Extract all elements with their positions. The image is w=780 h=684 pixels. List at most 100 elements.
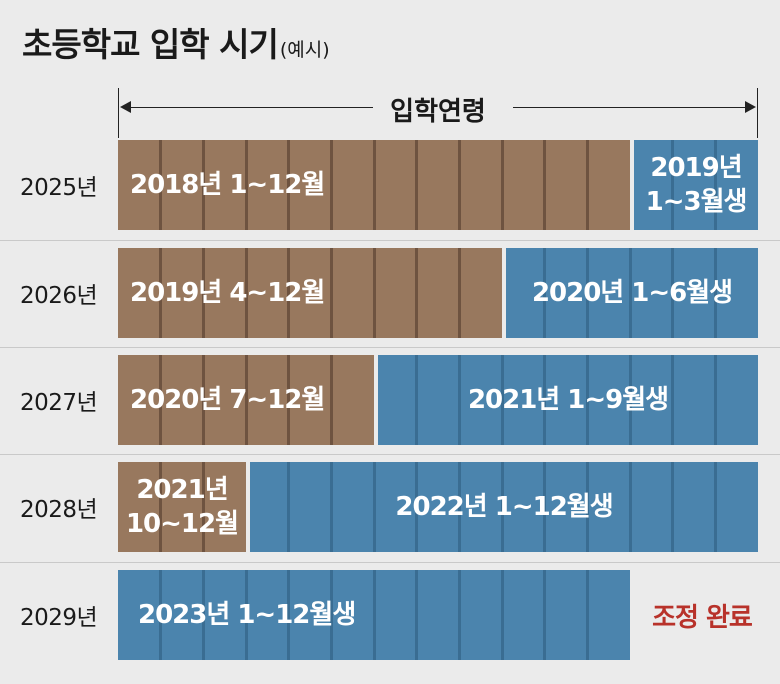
month-divider bbox=[159, 248, 163, 338]
month-divider bbox=[500, 140, 504, 230]
segment-label: 2019년 4~12월 bbox=[130, 278, 325, 308]
month-divider bbox=[500, 462, 504, 552]
axis-label: 입학연령 bbox=[390, 97, 486, 127]
age-axis: 입학연령 bbox=[118, 88, 758, 138]
arrow-left-icon bbox=[120, 101, 131, 113]
remaining-cohort-bar: 2021년 10~12월 bbox=[118, 462, 246, 552]
month-divider bbox=[457, 248, 461, 338]
axis-line-left bbox=[122, 107, 373, 108]
month-divider bbox=[201, 140, 205, 230]
month-divider bbox=[244, 355, 248, 445]
month-divider bbox=[415, 248, 419, 338]
month-divider bbox=[415, 462, 419, 552]
month-divider bbox=[713, 462, 717, 552]
new-cohort-bar: 2021년 1~9월생 bbox=[378, 355, 759, 445]
month-divider bbox=[201, 355, 205, 445]
month-divider bbox=[543, 355, 547, 445]
month-divider bbox=[628, 355, 632, 445]
row-year-label: 2027년 bbox=[20, 390, 98, 416]
month-divider bbox=[329, 355, 333, 445]
month-divider bbox=[372, 140, 376, 230]
month-divider bbox=[329, 570, 333, 660]
month-divider bbox=[372, 462, 376, 552]
row-separator bbox=[0, 454, 780, 455]
segment-label: 2021년 10~12월 bbox=[125, 475, 239, 539]
month-divider bbox=[671, 355, 675, 445]
month-divider bbox=[159, 355, 163, 445]
month-divider bbox=[585, 248, 589, 338]
segment-label: 2023년 1~12월생 bbox=[138, 600, 356, 630]
row-year-label: 2026년 bbox=[20, 283, 98, 309]
month-divider bbox=[244, 248, 248, 338]
remaining-cohort-bar: 2018년 1~12월 bbox=[118, 140, 631, 230]
month-divider bbox=[543, 462, 547, 552]
new-cohort-bar: 2022년 1~12월생 bbox=[250, 462, 759, 552]
month-divider bbox=[457, 462, 461, 552]
row-separator bbox=[0, 240, 780, 241]
month-divider bbox=[585, 570, 589, 660]
axis-line-right bbox=[513, 107, 753, 108]
title-text: 초등학교 입학 시기 bbox=[22, 25, 279, 64]
month-divider bbox=[287, 248, 291, 338]
month-divider bbox=[415, 355, 419, 445]
row-separator bbox=[0, 347, 780, 348]
month-divider bbox=[628, 248, 632, 338]
month-divider bbox=[244, 570, 248, 660]
month-divider bbox=[201, 462, 205, 552]
month-divider bbox=[543, 570, 547, 660]
month-divider bbox=[287, 355, 291, 445]
month-divider bbox=[457, 570, 461, 660]
row-year-label: 2029년 bbox=[20, 605, 98, 631]
month-divider bbox=[329, 140, 333, 230]
row-year-label: 2025년 bbox=[20, 175, 98, 201]
month-divider bbox=[543, 248, 547, 338]
month-divider bbox=[287, 462, 291, 552]
row-separator bbox=[0, 562, 780, 563]
month-divider bbox=[372, 248, 376, 338]
segment-label: 2020년 7~12월 bbox=[130, 385, 325, 415]
month-divider bbox=[671, 462, 675, 552]
new-cohort-bar: 2019년 1~3월생 bbox=[634, 140, 759, 230]
month-divider bbox=[457, 140, 461, 230]
segment-label: 2019년 1~3월생 bbox=[645, 153, 748, 217]
month-divider bbox=[713, 140, 717, 230]
month-divider bbox=[457, 355, 461, 445]
new-cohort-bar: 2020년 1~6월생 bbox=[506, 248, 759, 338]
month-divider bbox=[287, 140, 291, 230]
month-divider bbox=[671, 140, 675, 230]
remaining-cohort-bar: 2019년 4~12월 bbox=[118, 248, 503, 338]
month-divider bbox=[543, 140, 547, 230]
month-divider bbox=[500, 355, 504, 445]
month-divider bbox=[201, 570, 205, 660]
adjustment-complete-note: 조정 완료 bbox=[652, 602, 753, 633]
month-divider bbox=[329, 462, 333, 552]
month-divider bbox=[372, 570, 376, 660]
month-divider bbox=[415, 570, 419, 660]
chart-title: 초등학교 입학 시기 (예시) bbox=[22, 18, 330, 66]
month-divider bbox=[287, 570, 291, 660]
subtitle: (예시) bbox=[279, 39, 330, 61]
axis-right-tick bbox=[757, 88, 758, 138]
month-divider bbox=[628, 462, 632, 552]
month-divider bbox=[585, 355, 589, 445]
month-divider bbox=[713, 248, 717, 338]
axis-left-tick bbox=[118, 88, 119, 138]
new-cohort-bar: 2023년 1~12월생 bbox=[118, 570, 631, 660]
month-divider bbox=[159, 140, 163, 230]
month-divider bbox=[201, 248, 205, 338]
month-divider bbox=[415, 140, 419, 230]
row-year-label: 2028년 bbox=[20, 497, 98, 523]
month-divider bbox=[329, 248, 333, 338]
month-divider bbox=[244, 140, 248, 230]
remaining-cohort-bar: 2020년 7~12월 bbox=[118, 355, 375, 445]
month-divider bbox=[159, 462, 163, 552]
month-divider bbox=[500, 570, 504, 660]
month-divider bbox=[713, 355, 717, 445]
month-divider bbox=[671, 248, 675, 338]
month-divider bbox=[585, 140, 589, 230]
month-divider bbox=[585, 462, 589, 552]
arrow-right-icon bbox=[745, 101, 756, 113]
segment-label: 2018년 1~12월 bbox=[130, 170, 325, 200]
segment-label: 2020년 1~6월생 bbox=[531, 278, 733, 308]
month-divider bbox=[159, 570, 163, 660]
